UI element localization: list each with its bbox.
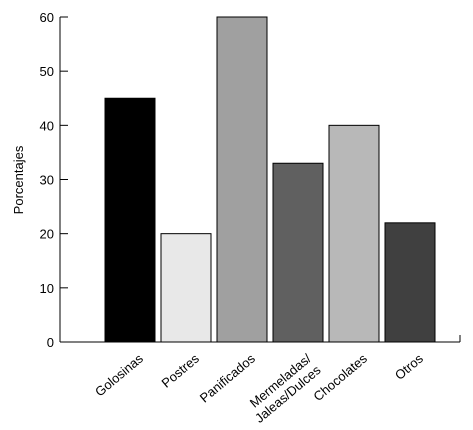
y-tick-label: 60 bbox=[40, 10, 54, 25]
bar bbox=[328, 124, 380, 343]
x-category-label: Otros bbox=[392, 350, 426, 382]
x-category-label: Chocolates bbox=[310, 350, 370, 404]
y-tick-label: 10 bbox=[40, 281, 54, 296]
bar bbox=[384, 222, 436, 343]
y-tick-label: 40 bbox=[40, 118, 54, 133]
bar bbox=[160, 233, 212, 343]
y-axis-title: Porcentajes bbox=[11, 145, 26, 214]
y-tick-label: 30 bbox=[40, 173, 54, 188]
y-tick-label: 50 bbox=[40, 64, 54, 79]
bar bbox=[272, 162, 324, 343]
bar bbox=[216, 16, 268, 343]
category-labels: Golosinas PostresPanificadosMermeladas/Ja… bbox=[92, 350, 426, 425]
x-category-label: Postres bbox=[159, 350, 203, 390]
bars bbox=[104, 16, 436, 343]
x-category-label: Golosinas bbox=[92, 350, 146, 399]
bar bbox=[104, 97, 156, 343]
y-axis: 0 10 20 30 40 50 60 bbox=[40, 10, 68, 350]
y-tick-label: 20 bbox=[40, 227, 54, 242]
y-tick-label: 0 bbox=[47, 335, 54, 350]
